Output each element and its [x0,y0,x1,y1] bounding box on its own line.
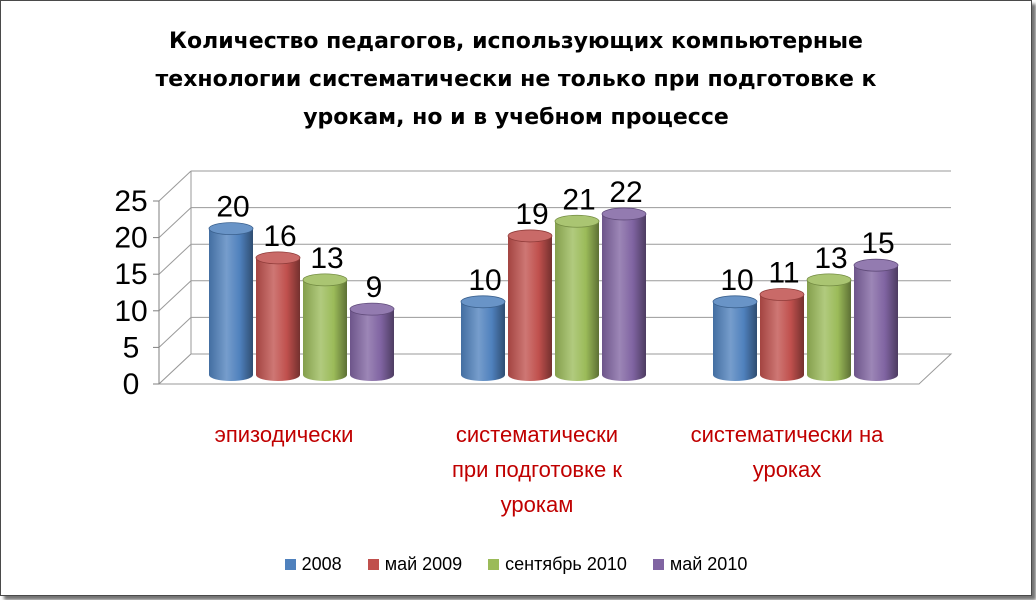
y-tick-label: 15 [114,258,147,291]
side-gridline [158,317,192,348]
data-label: 19 [515,198,548,231]
bar-top [712,295,758,309]
data-label: 11 [768,256,799,289]
data-label: 20 [216,191,249,224]
bar [508,235,552,381]
x-category-label: урокам [501,492,574,517]
side-gridline [158,243,192,275]
bar [555,221,599,381]
data-label: 9 [366,271,383,304]
bar [854,265,898,381]
y-tick-label: 25 [114,185,147,218]
chart-title-line: урокам, но и в учебном процессе [303,105,729,130]
bar [461,301,505,381]
bar-top [208,222,254,236]
bar-top [349,302,395,316]
side-gridline [158,170,192,202]
bar-top [255,251,301,265]
legend-swatch [652,559,664,570]
bar [303,279,347,381]
legend-label: сентябрь 2010 [505,554,627,574]
chart-title-line: технологии систематически не только при … [155,67,877,92]
x-category-label: систематически [456,422,618,447]
side-gridline [158,280,192,312]
y-tick-label: 20 [114,222,147,255]
legend: 2008 май 2009 сентябрь 2010 май 2010 [1,554,1031,575]
bar-top [554,214,600,228]
bar-top [302,273,348,287]
legend-label: май 2010 [669,554,748,574]
bar [350,309,394,381]
x-category-label: систематически на [691,422,884,447]
bar [760,294,804,381]
legend-item-2008: 2008 [284,554,342,575]
legend-swatch [488,559,500,570]
legend-label: 2008 [301,554,342,574]
data-label: 15 [861,227,894,260]
bar-top [460,295,506,309]
bar-top [601,207,647,221]
data-label: 10 [468,264,501,297]
data-label: 16 [263,220,296,253]
bar [602,213,646,381]
x-category-label: эпизодически [215,422,354,447]
x-category-label: уроках [753,457,822,482]
legend-swatch [284,559,296,570]
bar-top [759,288,805,301]
x-category-label: при подготовке к [452,457,622,482]
data-label: 13 [310,242,343,275]
chart-title-line: Количество педагогов, использующих компь… [169,29,863,54]
legend-item-may-2010: май 2010 [652,554,748,575]
y-tick-label: 5 [123,331,140,364]
bar [713,301,757,381]
bar-top [507,229,553,243]
side-gridline [158,207,192,238]
bar [256,257,300,381]
y-tick-label: 0 [123,368,140,401]
legend-item-september-2010: сентябрь 2010 [488,554,627,575]
data-label: 21 [562,183,595,216]
bar [807,279,851,381]
data-label: 13 [814,242,847,275]
bar-top [853,258,899,272]
y-tick-label: 10 [114,295,147,328]
data-label: 10 [720,264,753,297]
legend-label: май 2009 [384,554,463,574]
data-label: 22 [609,176,642,209]
legend-swatch [367,559,379,570]
legend-item-may-2009: май 2009 [367,554,463,575]
bar-top [806,273,852,287]
chart-title: Количество педагогов, использующих компь… [1,23,1031,137]
bar [209,228,253,381]
